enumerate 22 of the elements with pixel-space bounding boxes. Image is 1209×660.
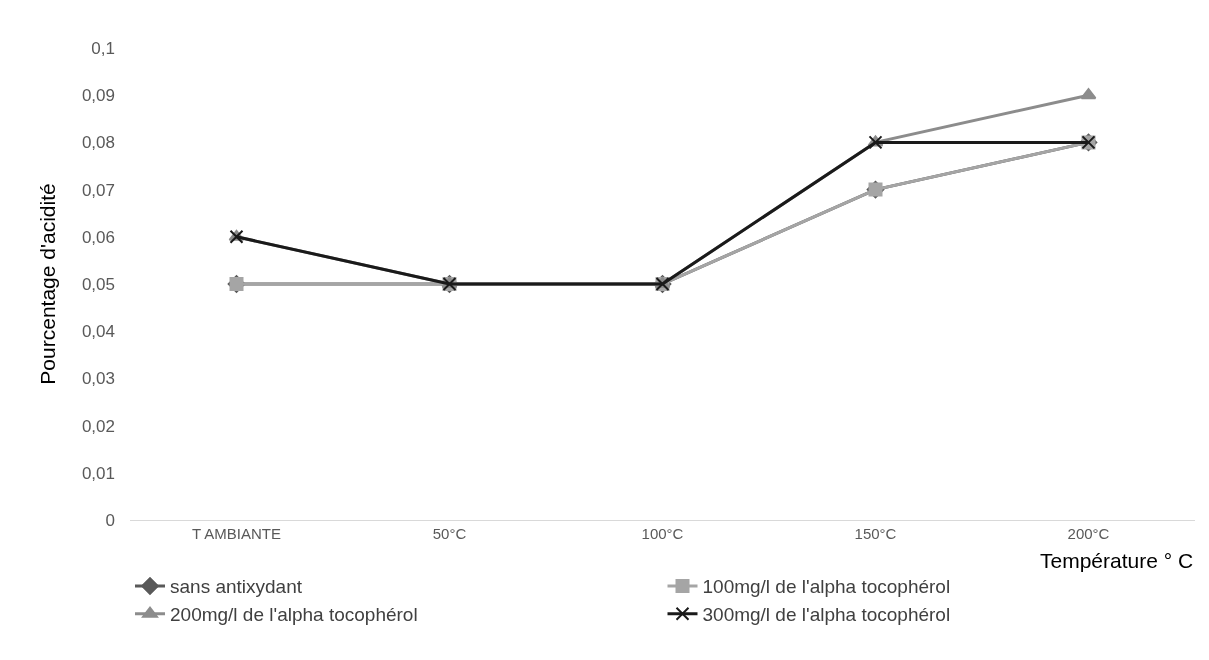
y-tick-label: 0 [105, 510, 115, 530]
y-tick-label: 0,05 [81, 274, 115, 294]
x-tick-label: 150°C [854, 525, 897, 542]
legend-label: 200mg/l de l'alpha tocophérol [170, 604, 418, 626]
y-axis-title: Pourcentage d'acidité [36, 183, 60, 385]
y-tick-label: 0,03 [81, 369, 115, 389]
legend-label: 100mg/l de l'alpha tocophérol [702, 576, 951, 598]
y-tick-label: 0,09 [81, 86, 115, 106]
x-tick-label: 100°C [641, 525, 684, 542]
y-tick-label: 0,08 [81, 133, 115, 153]
legend-label: 300mg/l de l'alpha tocophérol [702, 604, 951, 626]
y-tick-label: 0,07 [81, 180, 115, 200]
x-axis-title: Température ° C [1040, 549, 1194, 572]
y-tick-label: 0,01 [81, 463, 115, 483]
x-tick-label: 200°C [1067, 525, 1110, 542]
y-tick-label: 0,04 [81, 322, 115, 342]
legend-label: sans antixydant [170, 576, 303, 598]
x-tick-label: 50°C [432, 525, 467, 542]
y-tick-label: 0,06 [81, 227, 115, 247]
y-tick-label: 0,02 [81, 416, 115, 436]
y-tick-label: 0,1 [91, 38, 115, 58]
x-tick-label: T AMBIANTE [192, 525, 281, 542]
